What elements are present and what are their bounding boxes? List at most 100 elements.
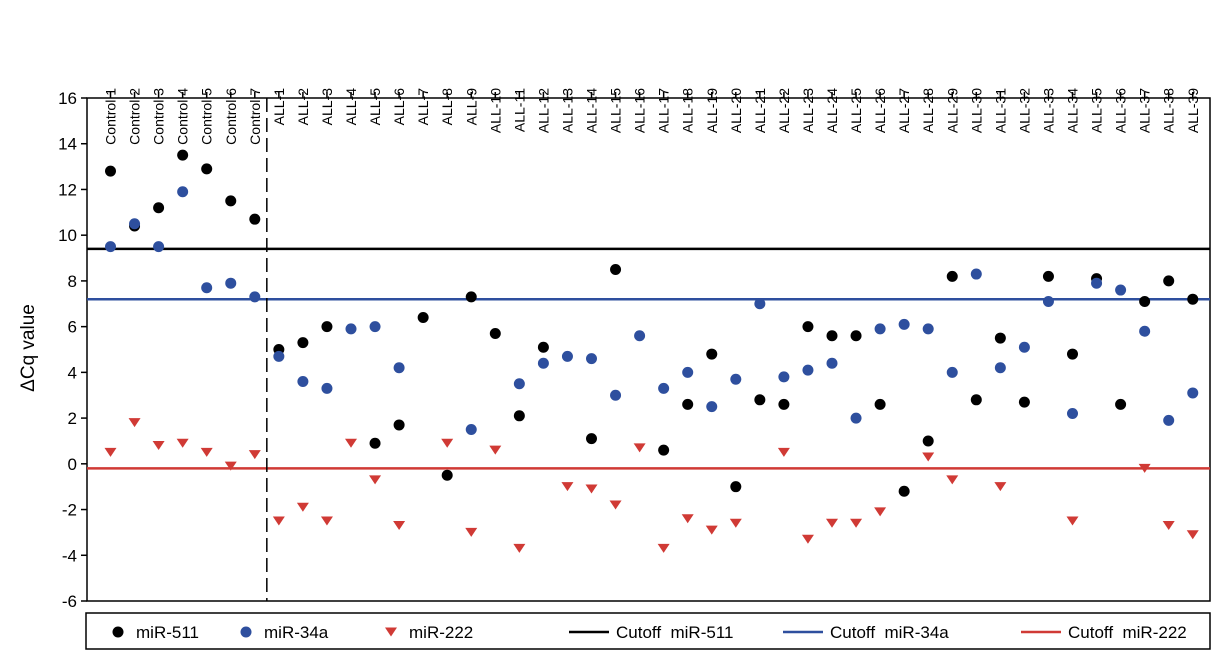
point-mir-34a [802,364,814,376]
point-mir-511 [994,332,1006,344]
y-tick-label: -6 [62,592,77,611]
x-tick-label: ALL-1 [271,88,287,126]
point-mir-511 [610,263,622,275]
x-tick-label: Control 6 [223,88,239,145]
point-mir-222 [489,445,502,455]
point-mir-511 [850,330,862,342]
point-mir-511 [1018,396,1030,408]
point-mir-34a [513,378,525,390]
point-mir-34a [970,268,982,280]
x-tick-label: ALL-28 [920,88,936,133]
point-mir-34a [225,277,237,289]
point-mir-222 [296,502,309,512]
point-mir-222 [441,438,454,448]
point-mir-222 [369,475,382,485]
point-mir-34a [634,330,646,342]
legend-label: miR-511 [136,623,199,642]
point-mir-34a [922,323,934,335]
point-mir-222 [152,441,165,451]
point-mir-222 [946,475,959,485]
point-mir-34a [249,291,261,303]
point-mir-34a [994,362,1006,374]
point-mir-511 [970,394,982,406]
point-mir-222 [705,525,718,535]
point-mir-222 [1186,530,1199,540]
point-mir-511 [802,321,814,333]
point-mir-34a [177,186,189,198]
point-mir-34a [1042,295,1054,307]
point-mir-222 [272,516,285,526]
point-mir-34a [1163,414,1175,426]
x-tick-label: Control 4 [175,88,191,145]
point-mir-222 [465,527,478,537]
point-mir-222 [176,438,189,448]
x-tick-label: ALL-20 [728,88,744,133]
y-tick-label: 0 [68,455,77,474]
point-mir-222 [1162,521,1175,531]
point-mir-34a [898,318,910,330]
x-tick-label: ALL-18 [680,88,696,133]
point-mir-511 [513,410,525,422]
point-mir-34a [201,282,213,294]
x-tick-label: ALL-8 [439,88,455,126]
point-mir-511 [898,485,910,497]
point-mir-222 [874,507,887,517]
x-tick-label: ALL-35 [1089,88,1105,133]
point-mir-511 [1187,293,1199,305]
point-mir-222 [994,482,1007,492]
x-tick-label: ALL-15 [608,88,624,133]
point-mir-34a [778,371,790,383]
point-mir-222 [826,518,838,528]
point-mir-34a [1018,341,1030,353]
point-mir-222 [609,500,622,510]
x-tick-label: ALL-36 [1113,88,1129,133]
point-mir-511 [1115,398,1127,410]
x-tick-label: ALL-19 [704,88,720,133]
point-mir-511 [537,341,549,353]
point-mir-511 [441,469,453,481]
point-mir-34a [465,424,477,436]
point-mir-222 [1138,463,1151,473]
point-mir-34a [1139,325,1151,337]
x-tick-label: ALL-12 [535,88,551,133]
point-mir-34a [153,241,165,253]
point-mir-511 [922,435,934,447]
point-mir-511 [465,291,477,303]
point-mir-511 [249,213,261,225]
point-mir-34a [706,401,718,413]
x-tick-label: ALL-11 [511,88,527,132]
point-mir-511 [1042,270,1054,282]
point-mir-511 [417,311,429,323]
point-mir-511 [946,270,958,282]
point-mir-34a [586,353,597,365]
point-mir-511 [393,419,405,431]
point-mir-34a [369,321,381,333]
point-mir-511 [225,195,237,207]
point-mir-34a [754,298,766,310]
point-mir-511 [321,321,333,333]
x-tick-label: ALL-14 [584,88,600,133]
point-mir-511 [778,398,790,410]
point-mir-222 [729,518,742,528]
point-mir-34a [297,376,309,388]
y-tick-label: -4 [62,546,77,565]
point-mir-34a [682,366,694,378]
x-tick-label: ALL-33 [1040,88,1056,133]
x-tick-label: ALL-25 [848,88,864,133]
point-mir-511 [1163,275,1175,287]
x-tick-label: ALL-22 [776,88,792,133]
x-tick-label: Control 2 [127,88,143,145]
point-mir-222 [320,516,333,526]
x-tick-label: ALL-24 [824,88,840,133]
plot-frame [86,97,1211,602]
x-tick-label: ALL-32 [1016,88,1032,133]
point-mir-34a [537,357,549,369]
point-mir-511 [706,348,718,360]
point-mir-34a [393,362,405,374]
point-mir-222 [513,543,526,553]
x-tick-label: ALL-3 [319,88,335,126]
x-tick-label: ALL-23 [800,88,816,133]
point-mir-511 [754,394,766,406]
point-mir-511 [153,202,165,214]
point-mir-511 [297,337,309,349]
